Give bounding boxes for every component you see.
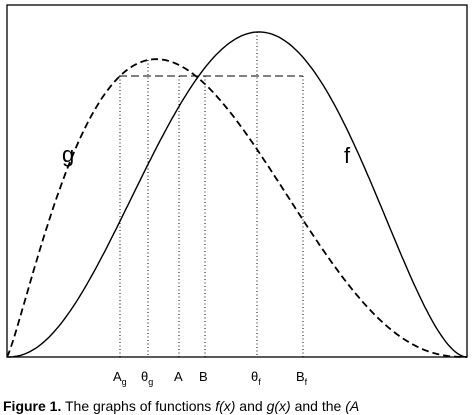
marker-label-a-g: Ag <box>113 369 127 387</box>
plot-frame <box>6 4 468 358</box>
curve-g <box>6 58 467 358</box>
marker-label-a: A <box>174 369 183 384</box>
curve-f-label: f <box>344 143 351 168</box>
marker-label-b: B <box>199 369 208 384</box>
marker-label-theta-g: θg <box>141 369 153 387</box>
curve-f <box>7 31 468 358</box>
marker-label-theta-f: θf <box>251 369 261 387</box>
marker-label-b-f: Bf <box>296 369 308 387</box>
figure-caption: Figure 1. The graphs of functions f(x) a… <box>3 398 359 414</box>
curve-g-label: g <box>62 142 74 167</box>
